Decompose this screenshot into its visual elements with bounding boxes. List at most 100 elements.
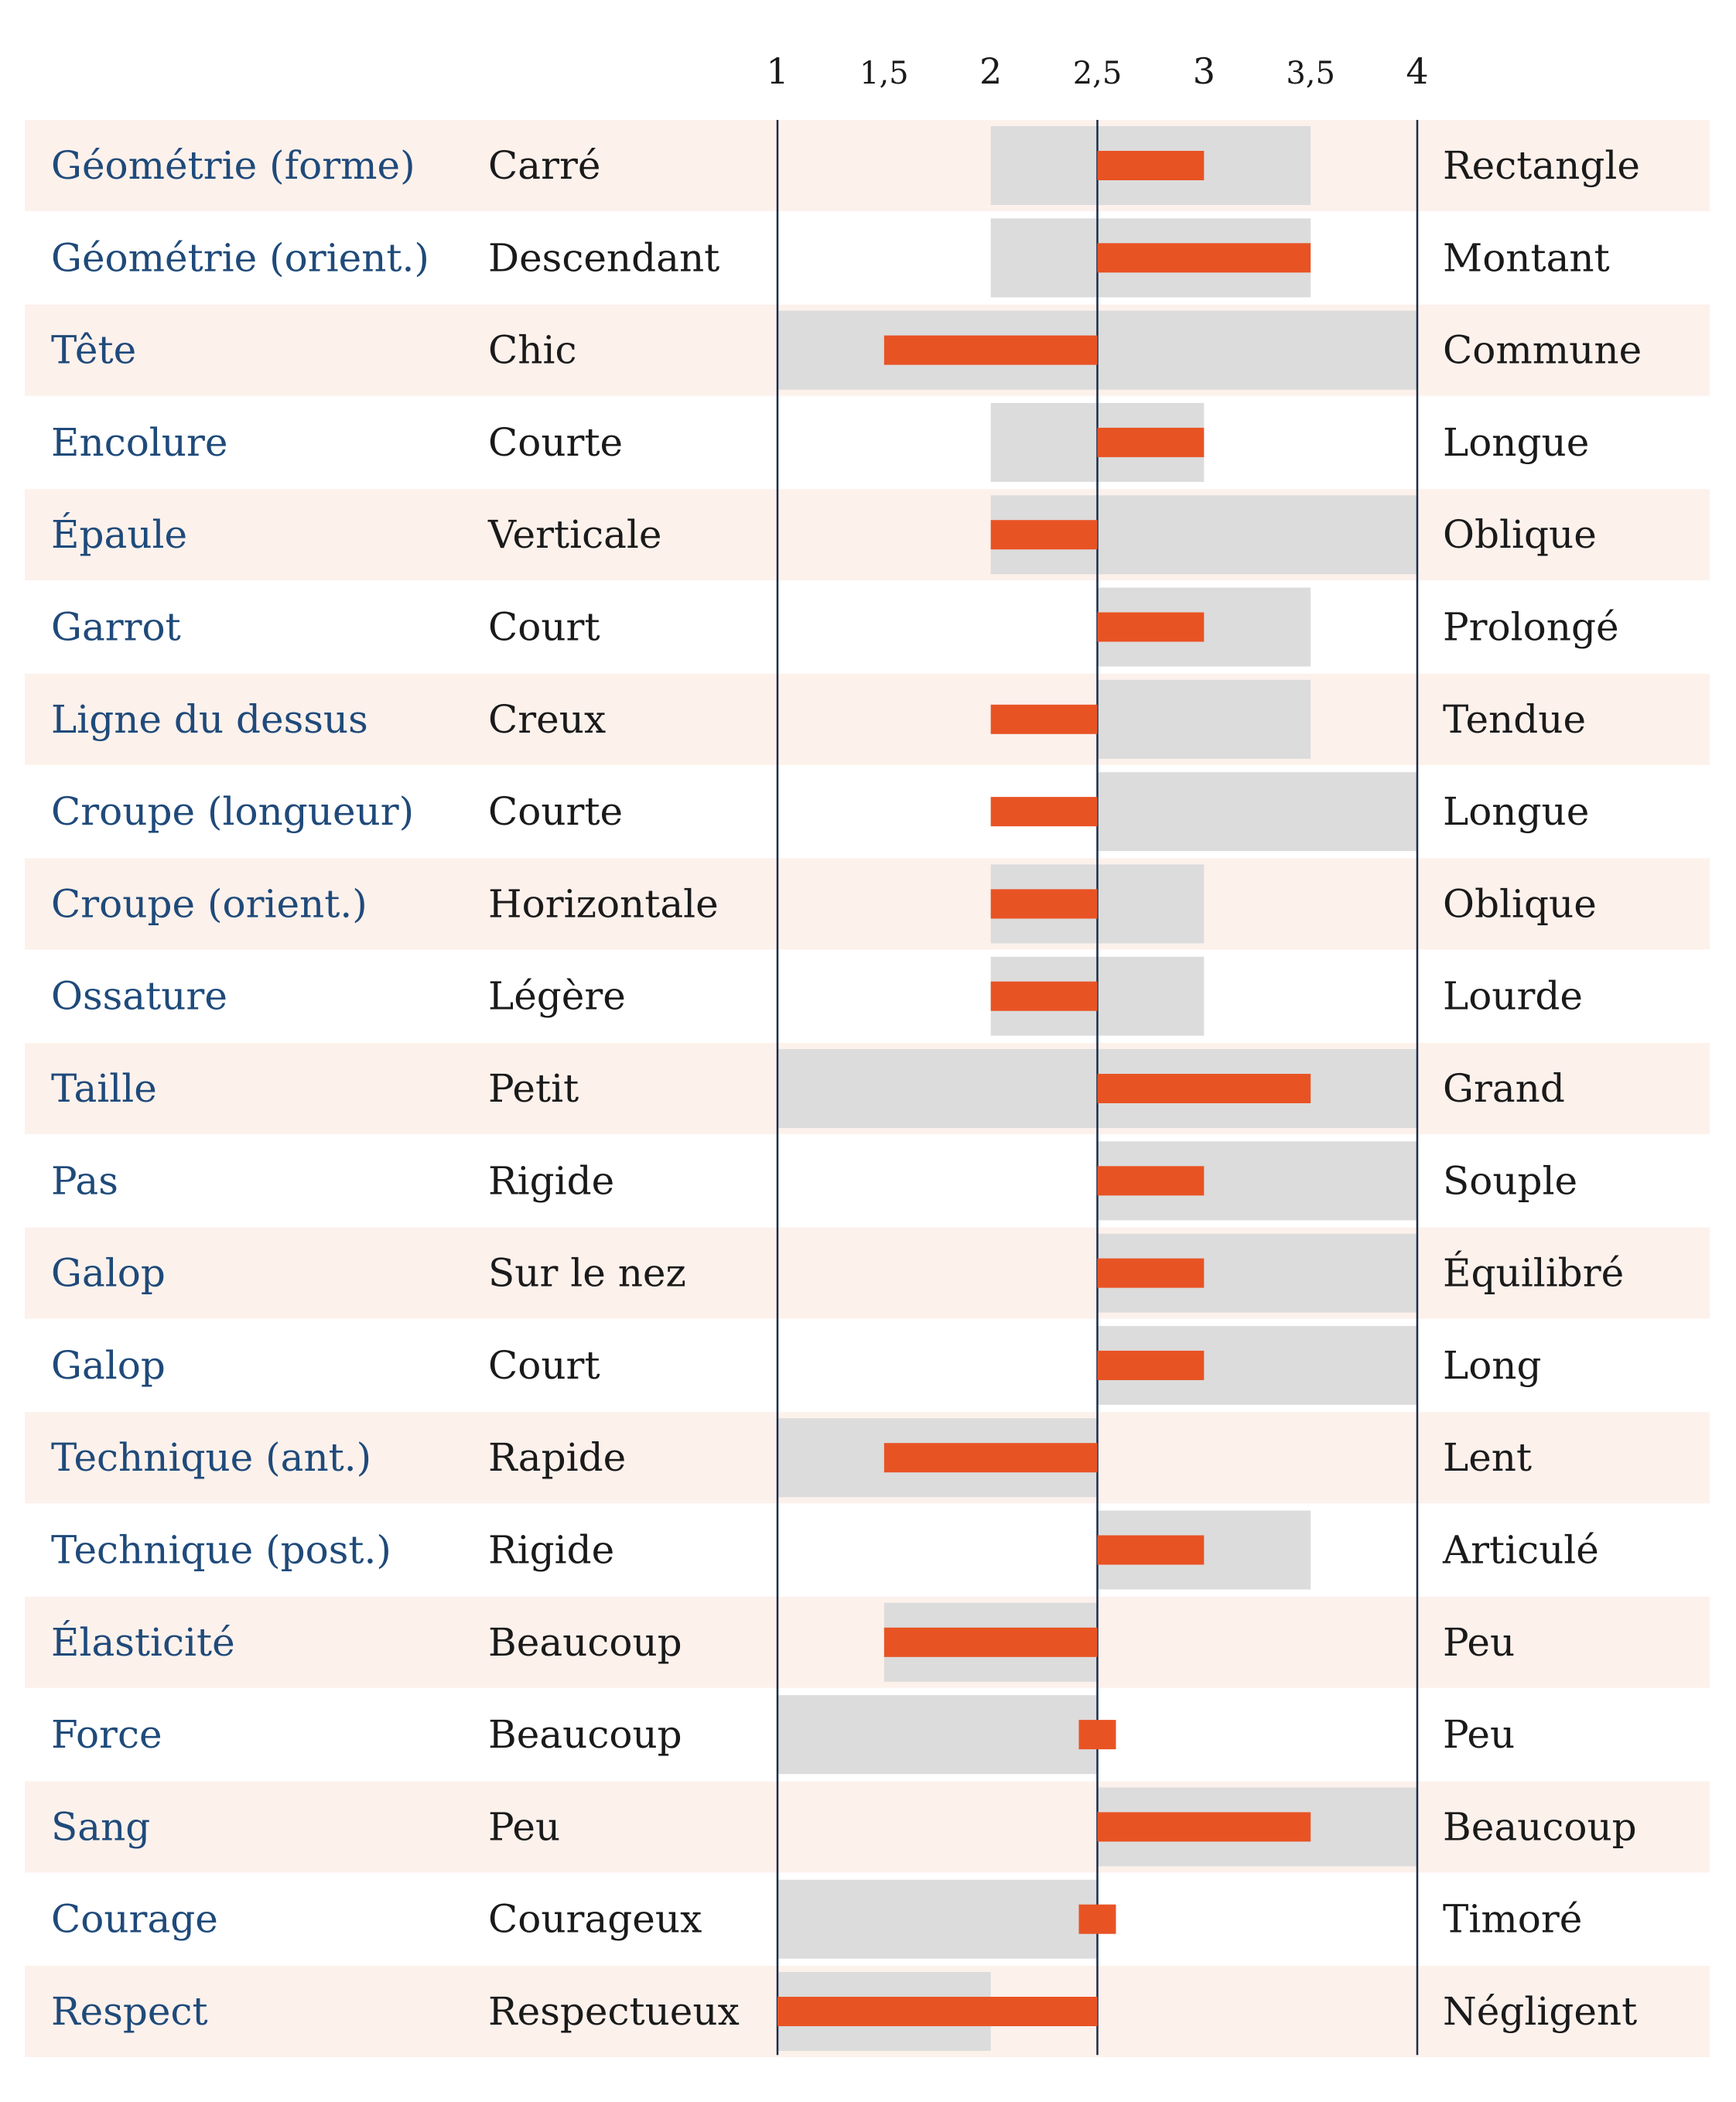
value-bar xyxy=(1097,427,1205,457)
value-bar xyxy=(1078,1904,1116,1934)
tick-label: 2,5 xyxy=(1073,56,1123,91)
row-stripe xyxy=(25,858,1710,950)
right-label: Articulé xyxy=(1442,1528,1599,1573)
value-bars xyxy=(777,151,1311,2026)
left-label: Beaucoup xyxy=(488,1620,682,1665)
trait-label: Force xyxy=(51,1712,162,1757)
value-bar xyxy=(1097,612,1205,642)
left-label: Courte xyxy=(488,420,623,465)
left-label: Descendant xyxy=(488,235,719,280)
value-bar xyxy=(1097,1812,1311,1842)
right-label: Oblique xyxy=(1443,512,1597,557)
right-label: Négligent xyxy=(1443,1989,1637,2034)
right-label: Peu xyxy=(1443,1712,1515,1757)
value-bar xyxy=(1078,1720,1116,1750)
trait-label: Ligne du dessus xyxy=(51,697,368,742)
left-label: Court xyxy=(488,1343,600,1388)
row-labels: Géométrie (forme) Carré Rectangle Géométrie… xyxy=(51,143,1642,2034)
left-label: Rapide xyxy=(488,1435,626,1480)
value-bar xyxy=(990,797,1098,827)
value-bar xyxy=(883,335,1098,365)
trait-label: Taille xyxy=(51,1066,157,1111)
left-label: Courte xyxy=(488,789,623,834)
trait-label: Respect xyxy=(51,1989,208,2034)
row-stripe xyxy=(25,1781,1710,1873)
trait-label: Géométrie (orient.) xyxy=(51,235,429,280)
right-label: Longue xyxy=(1443,789,1589,834)
trait-label: Sang xyxy=(51,1804,150,1849)
left-label: Verticale xyxy=(487,512,662,557)
right-label: Long xyxy=(1443,1343,1542,1388)
value-bar xyxy=(1097,1535,1205,1565)
left-label: Court xyxy=(488,605,600,650)
right-label: Rectangle xyxy=(1443,143,1640,188)
right-label: Longue xyxy=(1443,420,1589,465)
value-bar xyxy=(990,889,1098,919)
value-bar xyxy=(1097,1258,1205,1288)
right-label: Beaucoup xyxy=(1443,1804,1637,1849)
value-bar xyxy=(883,1443,1098,1473)
left-label: Beaucoup xyxy=(488,1712,682,1757)
trait-label: Encolure xyxy=(51,420,228,465)
trait-label: Technique (ant.) xyxy=(51,1435,371,1480)
left-label: Petit xyxy=(488,1066,579,1111)
left-label: Sur le nez xyxy=(488,1251,686,1296)
left-label: Peu xyxy=(488,1804,560,1849)
value-bar xyxy=(1097,243,1311,273)
right-label: Montant xyxy=(1443,235,1610,280)
left-label: Carré xyxy=(488,143,600,188)
value-bar xyxy=(777,1997,1098,2026)
row-stripe xyxy=(25,489,1710,581)
left-label: Horizontale xyxy=(488,881,719,926)
trait-label: Galop xyxy=(51,1251,166,1296)
trait-label: Géométrie (forme) xyxy=(51,143,415,188)
range-band xyxy=(777,1695,1098,1775)
value-bar xyxy=(1097,1074,1311,1103)
value-bar xyxy=(1097,151,1205,180)
left-label: Rigide xyxy=(488,1528,614,1573)
tick-label: 3 xyxy=(1193,50,1215,92)
value-bar xyxy=(990,704,1098,734)
trait-label: Galop xyxy=(51,1343,166,1388)
left-label: Rigide xyxy=(488,1158,614,1203)
trait-label: Pas xyxy=(51,1158,118,1203)
trait-label: Courage xyxy=(51,1897,218,1942)
trait-label: Croupe (longueur) xyxy=(51,789,414,834)
left-label: Respectueux xyxy=(488,1989,740,2034)
trait-label: Ossature xyxy=(51,974,227,1019)
right-label: Peu xyxy=(1443,1620,1515,1665)
value-bar xyxy=(990,520,1098,550)
tick-label: 1,5 xyxy=(859,56,909,91)
right-label: Lourde xyxy=(1443,974,1583,1019)
right-label: Tendue xyxy=(1443,697,1586,742)
tick-label: 3,5 xyxy=(1286,56,1335,91)
row-stripe xyxy=(25,1227,1710,1319)
trait-label: Technique (post.) xyxy=(51,1528,391,1573)
row-stripe xyxy=(25,1596,1710,1688)
left-label: Légère xyxy=(488,974,626,1019)
range-band xyxy=(777,1879,1098,1959)
value-bar xyxy=(883,1627,1098,1657)
row-stripe xyxy=(25,120,1710,211)
value-bar xyxy=(990,981,1098,1011)
right-label: Commune xyxy=(1443,328,1642,373)
right-label: Timoré xyxy=(1443,1897,1582,1942)
right-label: Prolongé xyxy=(1443,605,1619,650)
tick-label: 4 xyxy=(1406,50,1428,92)
trait-label: Épaule xyxy=(51,511,187,557)
row-stripe xyxy=(25,673,1710,765)
value-bar xyxy=(1097,1166,1205,1196)
right-label: Oblique xyxy=(1443,881,1597,926)
value-bar xyxy=(1097,1350,1205,1380)
range-band xyxy=(1097,772,1417,852)
tick-label: 2 xyxy=(979,50,1002,92)
right-label: Équilibré xyxy=(1443,1250,1624,1296)
trait-label: Tête xyxy=(51,328,136,373)
left-label: Chic xyxy=(488,328,576,373)
range-band xyxy=(1097,679,1311,759)
right-label: Souple xyxy=(1443,1158,1577,1203)
tick-label: 1 xyxy=(766,50,788,92)
left-label: Courageux xyxy=(488,1897,702,1942)
trait-label: Élasticité xyxy=(51,1619,235,1665)
